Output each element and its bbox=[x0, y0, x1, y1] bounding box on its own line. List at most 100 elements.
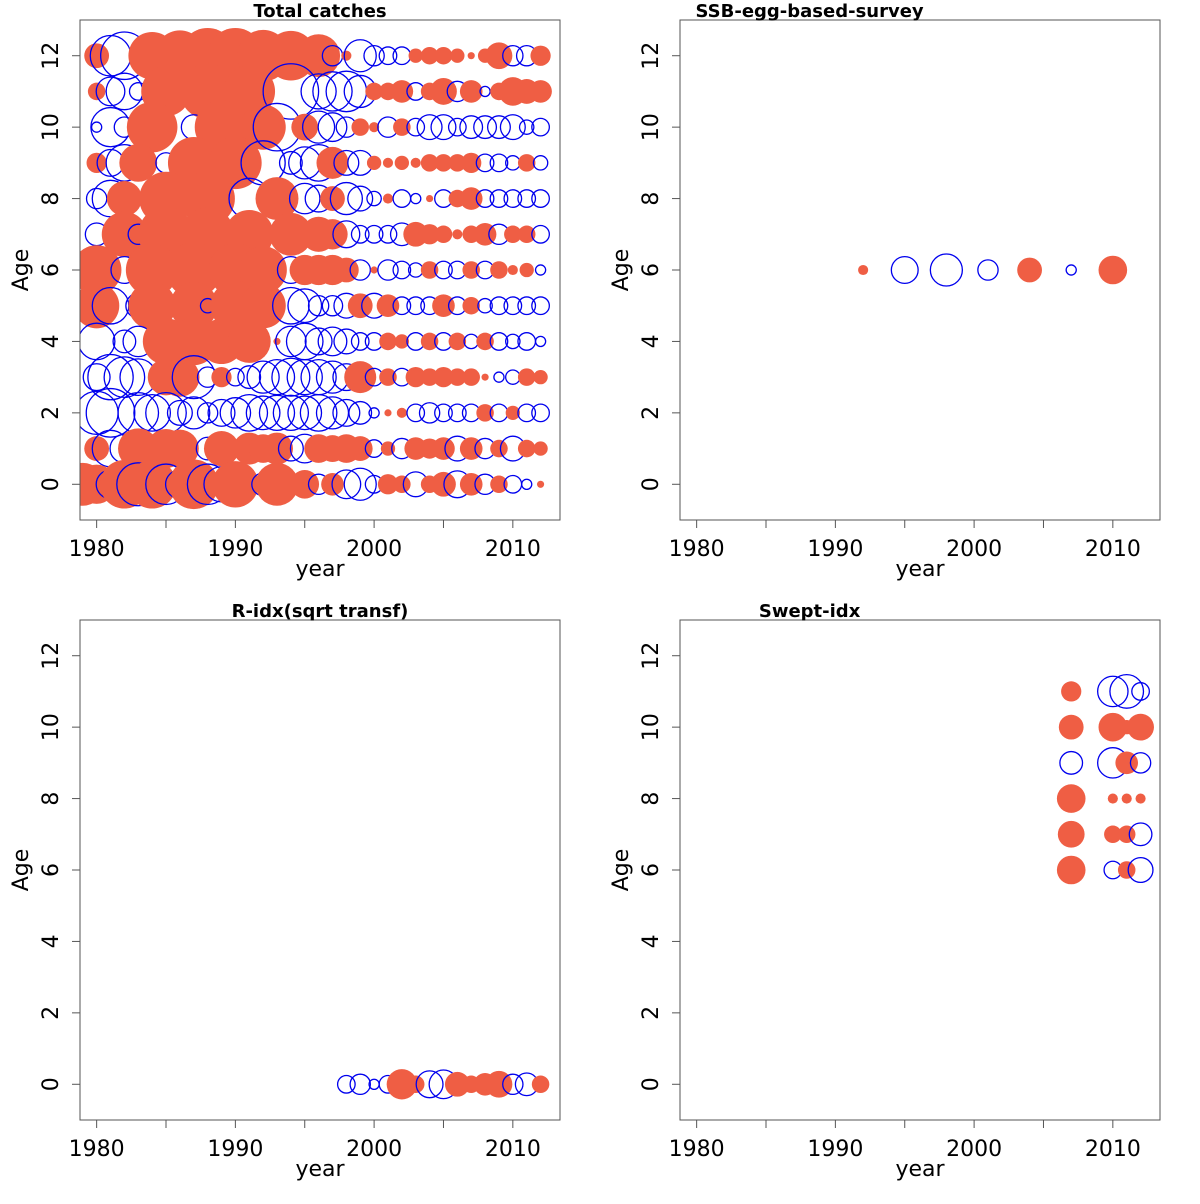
bubble-positive bbox=[125, 243, 179, 297]
bubble-negative bbox=[473, 115, 498, 140]
bubble-positive bbox=[365, 82, 383, 101]
bubble-negative bbox=[406, 296, 426, 316]
bubble-positive bbox=[476, 404, 494, 422]
bubble-negative bbox=[486, 115, 511, 140]
bubble-positive bbox=[379, 368, 397, 386]
bubble-positive bbox=[432, 437, 455, 460]
bubble-negative bbox=[1128, 822, 1153, 847]
bubble-positive bbox=[344, 361, 377, 394]
y-tick-label: 2 bbox=[39, 1006, 64, 1020]
bubble-negative bbox=[489, 332, 509, 351]
bubble-positive bbox=[101, 211, 148, 257]
y-axis-label: Age bbox=[9, 849, 34, 892]
bubble-positive bbox=[1135, 793, 1146, 804]
bubble-positive bbox=[1058, 714, 1084, 740]
bubble-negative bbox=[534, 335, 547, 348]
bubble-positive bbox=[384, 409, 392, 417]
bubble-negative bbox=[489, 296, 509, 316]
bubble-negative bbox=[434, 260, 453, 280]
bubble-positive bbox=[432, 294, 455, 318]
bubble-positive bbox=[297, 34, 341, 78]
bubble-positive bbox=[410, 157, 421, 168]
bubble-positive bbox=[448, 154, 467, 172]
bubble-negative bbox=[272, 394, 310, 432]
x-tick-label: 1980 bbox=[69, 537, 125, 562]
bubble-positive bbox=[369, 122, 380, 133]
bubble-positive bbox=[461, 152, 482, 173]
x-axis-label: year bbox=[295, 1157, 345, 1182]
panel-title: SSB-egg-based-survey bbox=[696, 1, 924, 22]
bubble-positive bbox=[379, 332, 397, 351]
bubble-negative bbox=[366, 190, 382, 207]
bubble-negative bbox=[80, 390, 119, 435]
x-tick-label: 1990 bbox=[207, 537, 263, 562]
bubble-positive bbox=[269, 212, 313, 256]
bubble-positive bbox=[351, 118, 369, 136]
y-axis-label: Age bbox=[609, 849, 634, 892]
bubble-positive bbox=[84, 436, 110, 461]
bubble-negative bbox=[1131, 682, 1150, 701]
bubble-negative bbox=[90, 106, 131, 148]
bubble-negative bbox=[85, 187, 108, 210]
x-tick-label: 2000 bbox=[346, 1137, 402, 1162]
bubble-negative bbox=[406, 403, 426, 423]
bubble-positive bbox=[1056, 855, 1086, 885]
bubble-positive bbox=[459, 80, 483, 103]
y-tick-label: 4 bbox=[639, 334, 664, 348]
bubble-negative bbox=[392, 296, 412, 316]
bubble-positive bbox=[166, 242, 222, 298]
bubble-positive bbox=[517, 368, 536, 386]
bubble-negative bbox=[82, 363, 111, 392]
bubble-negative bbox=[287, 395, 323, 431]
bubble-positive bbox=[476, 332, 494, 351]
bubble-negative bbox=[499, 114, 526, 141]
bubble-negative bbox=[300, 358, 337, 396]
bubble-positive bbox=[366, 155, 382, 171]
bubble-positive bbox=[490, 261, 508, 279]
bubble-negative bbox=[418, 402, 441, 424]
bubble-layer bbox=[80, 28, 552, 510]
y-tick-label: 4 bbox=[39, 334, 64, 348]
y-tick-label: 8 bbox=[39, 192, 64, 206]
bubble-negative bbox=[518, 119, 535, 135]
bubble-positive bbox=[517, 439, 536, 458]
bubble-negative bbox=[90, 121, 103, 133]
bubble-positive bbox=[386, 1069, 418, 1100]
bubble-negative bbox=[489, 153, 509, 173]
bubble-positive bbox=[126, 101, 178, 153]
x-tick-label: 1990 bbox=[207, 1137, 263, 1162]
x-tick-label: 1990 bbox=[807, 1137, 863, 1162]
bubble-negative bbox=[258, 358, 296, 396]
panel-2: 1980 1990 2000 2010 0 2 4 6 8 10 12 SSB-egg-based-s… bbox=[609, 1, 1161, 582]
bubble-positive bbox=[405, 367, 426, 388]
y-tick-label: 10 bbox=[639, 113, 664, 141]
bubble-positive bbox=[448, 332, 467, 351]
bubble-negative bbox=[301, 110, 336, 144]
bubble-negative bbox=[890, 255, 919, 285]
bubble-negative bbox=[977, 259, 999, 281]
x-tick-label: 2000 bbox=[946, 1137, 1002, 1162]
panel-title: Swept-idx bbox=[759, 601, 861, 622]
bubble-positive bbox=[1017, 257, 1042, 283]
bubble-negative bbox=[286, 358, 323, 396]
bubble-negative bbox=[277, 435, 304, 462]
bubble-negative bbox=[929, 253, 964, 287]
bubble-negative bbox=[95, 76, 126, 107]
bubble-positive bbox=[347, 436, 373, 461]
bubble-negative bbox=[503, 296, 523, 316]
y-tick-label: 6 bbox=[639, 863, 664, 877]
bubble-positive bbox=[377, 474, 399, 495]
y-tick-label: 0 bbox=[39, 477, 64, 491]
bubble-negative bbox=[343, 39, 377, 73]
bubble-positive bbox=[376, 294, 400, 318]
y-axis-label: Age bbox=[609, 249, 634, 292]
bubble-positive bbox=[394, 334, 410, 349]
x-tick-label: 1980 bbox=[669, 537, 725, 562]
bubble-positive bbox=[170, 281, 218, 330]
y-tick-label: 10 bbox=[39, 713, 64, 741]
bubble-positive bbox=[1098, 255, 1128, 285]
bubble-positive bbox=[80, 245, 122, 295]
bubble-positive bbox=[168, 459, 219, 510]
